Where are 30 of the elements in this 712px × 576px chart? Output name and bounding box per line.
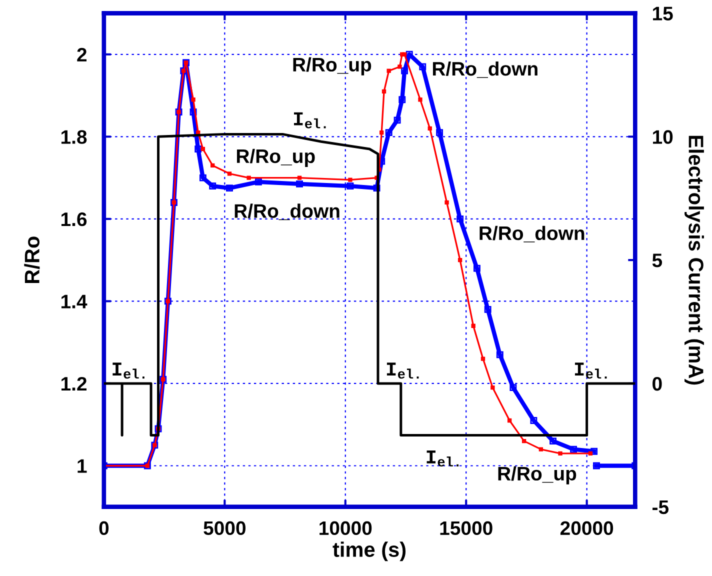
annotation: I$_{el.}$	[294, 112, 326, 128]
y2-tick-label: 10	[652, 130, 673, 144]
annotation: I$_{el.}$	[574, 362, 607, 379]
y2-axis-title: Electrolysis Current (mA)	[684, 136, 704, 385]
annotation: I$_{el.}$	[112, 362, 144, 379]
x-tick-label: 20000	[560, 521, 614, 536]
annotation: R/Ro_down	[432, 61, 538, 78]
annotation: R/Ro_down	[234, 204, 340, 220]
y-tick-label: 1	[78, 459, 87, 473]
y2-tick-label: -5	[652, 500, 669, 514]
x-tick-label: 10000	[320, 521, 372, 536]
y-axis-title: R/Ro	[24, 236, 40, 283]
y-tick-label: 1.6	[61, 212, 87, 226]
y-tick-label: 1.4	[61, 294, 88, 308]
y2-tick-label: 5	[652, 254, 662, 268]
x-tick-label: 5000	[204, 521, 246, 536]
y2-tick-label: 0	[652, 376, 662, 391]
x-tick-label: 15000	[440, 521, 492, 536]
x-axis-title: time (s)	[332, 542, 406, 562]
annotation: R/Ro_up	[498, 466, 576, 484]
y-tick-label: 2	[77, 48, 87, 62]
y-tick-label: 1.8	[61, 130, 87, 144]
y2-tick-label: 15	[652, 6, 673, 20]
annotation: I$_{el.}$	[386, 362, 419, 379]
annotation: R/Ro_up	[236, 148, 315, 167]
annotation: I$_{el.}$	[426, 450, 459, 467]
x-tick-label: 0	[99, 521, 109, 536]
annotation: R/Ro_down	[480, 226, 584, 242]
y-tick-label: 1.2	[61, 376, 87, 391]
annotation: R/Ro_up	[293, 57, 372, 76]
